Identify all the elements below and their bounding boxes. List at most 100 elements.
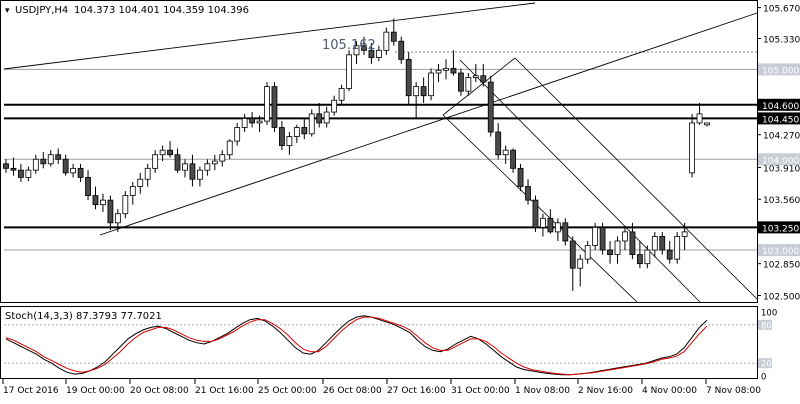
stochastic-frame bbox=[0, 306, 758, 379]
bull-candle bbox=[122, 195, 129, 215]
bull-candle bbox=[443, 68, 449, 71]
bear-candle bbox=[458, 72, 464, 92]
bear-candle bbox=[62, 158, 69, 174]
bear-candle bbox=[629, 231, 636, 256]
bear-candle bbox=[361, 45, 367, 51]
bull-candle bbox=[435, 69, 442, 74]
bear-candle bbox=[92, 195, 99, 206]
stochastic-lines bbox=[5, 315, 708, 376]
bear-candle bbox=[249, 118, 255, 124]
level-label-box bbox=[758, 63, 800, 76]
stochastic-axis: 100 80 20 0 bbox=[758, 309, 777, 383]
time-tick-label: 2 Nov 16:00 bbox=[578, 386, 633, 396]
trend-lines bbox=[3, 2, 758, 303]
bull-candle bbox=[353, 45, 360, 56]
bull-candle bbox=[644, 249, 651, 265]
bull-candle bbox=[696, 113, 703, 124]
bear-candle bbox=[405, 58, 412, 97]
bull-candle bbox=[614, 240, 621, 256]
bear-candle bbox=[495, 131, 502, 156]
bear-candle bbox=[450, 68, 457, 74]
price-tick-label: 103.910 bbox=[763, 164, 800, 174]
bull-candle bbox=[584, 245, 591, 260]
stochastic-levels bbox=[4, 324, 757, 364]
level-label-box bbox=[758, 244, 800, 257]
bull-candle bbox=[100, 199, 106, 206]
bear-candle bbox=[562, 222, 569, 242]
bear-candle bbox=[532, 199, 539, 228]
bear-candle bbox=[77, 167, 84, 178]
bull-candle bbox=[182, 163, 188, 171]
bull-candle bbox=[152, 154, 159, 169]
bear-candle bbox=[55, 154, 62, 160]
time-tick-label: 26 Oct 08:00 bbox=[323, 386, 382, 396]
bear-candle bbox=[18, 169, 24, 178]
level-label-box bbox=[758, 98, 800, 111]
bear-candle bbox=[525, 186, 531, 201]
stoch-tick-label: 0 bbox=[761, 373, 766, 383]
bear-candle bbox=[316, 113, 323, 124]
level-labels: 105.000 104.600 104.450 104.000 103.250 103.0… bbox=[758, 63, 800, 257]
bull-candle bbox=[25, 169, 32, 178]
bear-candle bbox=[271, 86, 278, 128]
bear-candle bbox=[510, 149, 517, 169]
bull-candle bbox=[226, 140, 233, 156]
bull-candle bbox=[234, 127, 241, 142]
time-tick-label: 20 Oct 08:00 bbox=[130, 386, 189, 396]
bearish-channel-lower-extension bbox=[459, 59, 701, 303]
bull-candle bbox=[219, 154, 226, 162]
stoch-signal-line bbox=[5, 316, 708, 376]
bull-candle bbox=[465, 77, 472, 92]
price-tick-label: 105.670 bbox=[763, 5, 800, 15]
bear-candle bbox=[607, 249, 613, 256]
time-tick-label: 4 Nov 00:00 bbox=[642, 386, 697, 396]
bull-candle bbox=[47, 154, 54, 165]
bear-candle bbox=[85, 177, 91, 196]
level-label-box bbox=[758, 153, 800, 166]
bull-candle bbox=[256, 120, 263, 124]
level-label-box bbox=[758, 112, 800, 125]
bull-candle bbox=[689, 122, 695, 174]
bear-candle bbox=[279, 127, 285, 147]
stochastic-title: Stoch(14,3,3) 87.3793 77.7021 bbox=[5, 311, 162, 322]
bull-candle bbox=[540, 217, 546, 228]
bull-candle bbox=[346, 54, 352, 89]
channel-lower-line bbox=[99, 12, 758, 236]
ohlc-readout: 104.373 104.401 104.359 104.396 bbox=[74, 5, 249, 16]
bull-candle bbox=[204, 163, 211, 171]
stoch-tick-label: 80 bbox=[761, 321, 772, 331]
channel-upper-line bbox=[3, 2, 536, 70]
bull-candle bbox=[592, 226, 599, 246]
stoch-level-box bbox=[758, 358, 772, 369]
bull-candle bbox=[159, 149, 166, 156]
bear-candle bbox=[517, 167, 524, 187]
bearish-channel-lower bbox=[442, 114, 638, 303]
bull-candle bbox=[472, 75, 479, 78]
bear-candle bbox=[390, 31, 397, 42]
bear-candle bbox=[107, 199, 114, 224]
bear-candle bbox=[659, 236, 666, 251]
level-label-box bbox=[758, 221, 800, 234]
bear-candle bbox=[301, 127, 308, 135]
candlesticks bbox=[3, 18, 710, 291]
level-label: 103.250 bbox=[762, 224, 799, 234]
price-tick-label: 102.850 bbox=[763, 261, 800, 271]
bull-candle bbox=[32, 158, 39, 171]
level-label: 104.000 bbox=[762, 156, 799, 166]
bull-candle bbox=[331, 99, 338, 113]
bull-candle bbox=[554, 222, 561, 233]
bear-candle bbox=[167, 149, 173, 156]
bear-candle bbox=[420, 86, 427, 97]
level-label: 104.600 bbox=[762, 102, 799, 112]
bull-candle bbox=[129, 186, 136, 196]
bear-candle bbox=[599, 226, 606, 251]
stoch-tick-label: 100 bbox=[761, 309, 777, 319]
price-tick-label: 105.330 bbox=[763, 36, 800, 46]
bear-candle bbox=[398, 40, 405, 60]
bear-candle bbox=[547, 217, 554, 233]
bull-candle bbox=[651, 236, 658, 251]
time-tick-label: 1 Nov 08:00 bbox=[515, 386, 570, 396]
bear-candle bbox=[174, 154, 181, 171]
bear-candle bbox=[189, 163, 196, 180]
